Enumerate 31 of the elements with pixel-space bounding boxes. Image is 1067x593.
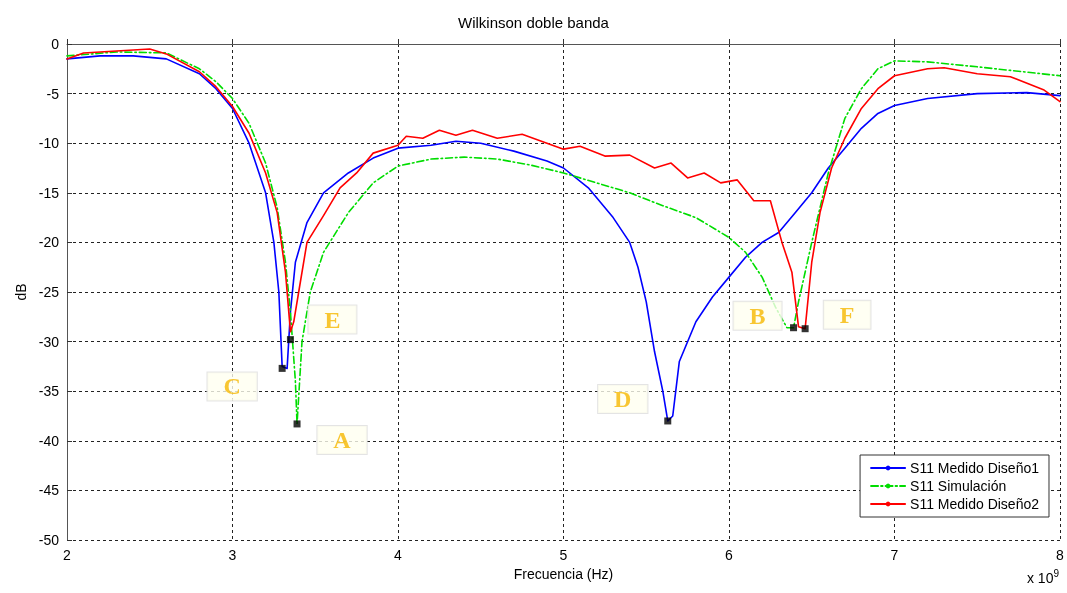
annotation: E bbox=[324, 306, 341, 333]
y-tick-label: -35 bbox=[38, 383, 60, 400]
x-tick-label: 5 bbox=[559, 547, 568, 563]
annotation: B bbox=[749, 302, 766, 329]
annotation: F bbox=[839, 301, 855, 328]
x-tick-label: 8 bbox=[1056, 547, 1065, 563]
annotation: C bbox=[223, 373, 241, 400]
legend-label: S11 Simulación bbox=[910, 478, 1007, 494]
legend-label: S11 Medido Diseño2 bbox=[910, 496, 1040, 512]
x-tick-label: 2 bbox=[63, 547, 72, 563]
y-tick-label: -45 bbox=[38, 482, 60, 499]
y-tick-label: -5 bbox=[46, 85, 60, 102]
chart-title: Wilkinson doble banda bbox=[458, 14, 610, 31]
legend-label: S11 Medido Diseño1 bbox=[910, 460, 1040, 476]
y-tick-label: -15 bbox=[38, 184, 60, 201]
y-tick-label: 0 bbox=[51, 36, 60, 52]
y-axis-title: dB bbox=[12, 283, 29, 301]
x-tick-label: 6 bbox=[725, 547, 734, 563]
x-tick-label: 4 bbox=[394, 547, 403, 563]
y-tick-label: -20 bbox=[38, 234, 60, 251]
x-axis-title: Frecuencia (Hz) bbox=[513, 565, 614, 582]
y-tick-label: -40 bbox=[38, 432, 60, 449]
y-tick-label: -50 bbox=[38, 532, 60, 548]
y-tick-label: -10 bbox=[38, 135, 60, 152]
annotation: D bbox=[614, 385, 632, 412]
x-tick-label: 7 bbox=[890, 547, 899, 563]
x-tick-label: 3 bbox=[228, 547, 237, 563]
y-tick-label: -30 bbox=[38, 333, 60, 350]
y-tick-label: -25 bbox=[38, 284, 60, 300]
annotation: A bbox=[333, 426, 352, 453]
line-series bbox=[66, 48, 1061, 333]
